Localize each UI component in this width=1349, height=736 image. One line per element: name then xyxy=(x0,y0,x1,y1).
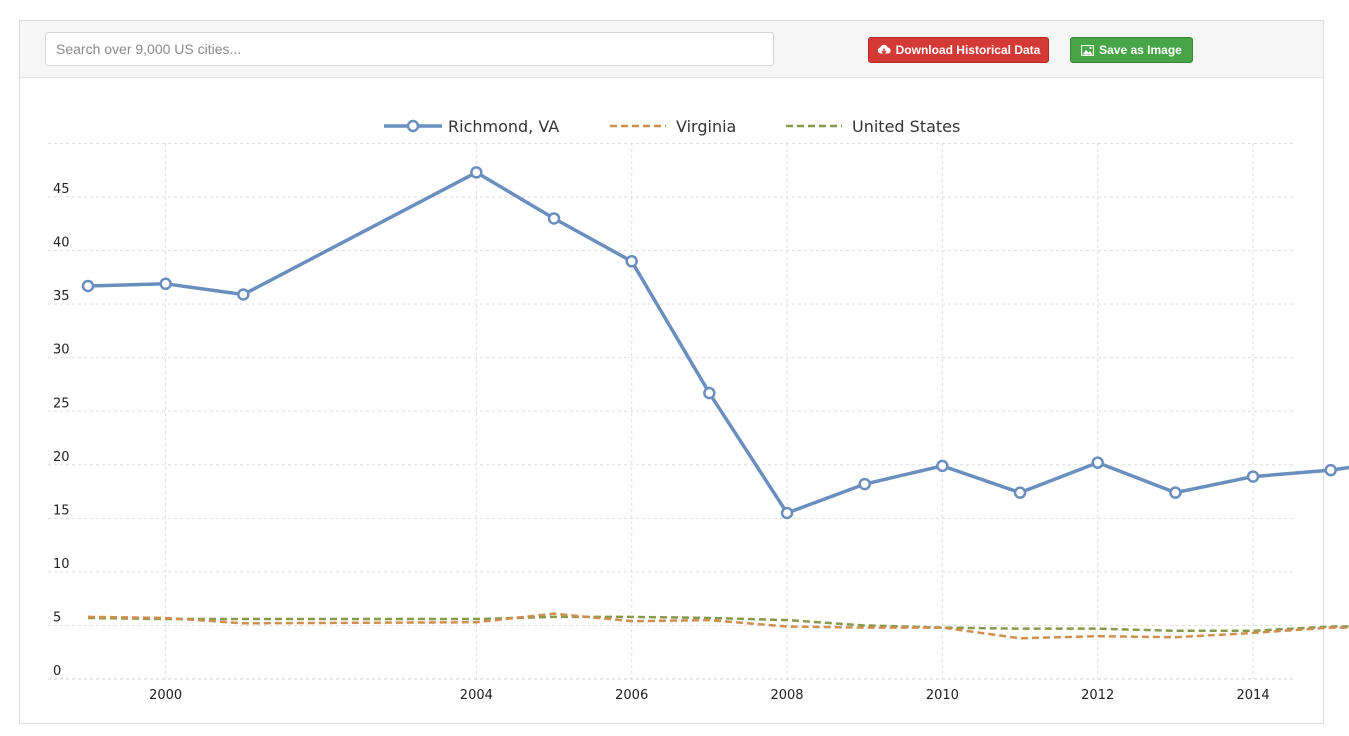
data-point xyxy=(780,506,794,520)
data-point xyxy=(936,459,949,473)
y-tick-label: 0 xyxy=(53,664,61,679)
save-button-label: Save as Image xyxy=(1099,43,1182,57)
legend-label: Virginia xyxy=(676,117,736,136)
y-tick-label: 30 xyxy=(53,343,70,358)
data-point xyxy=(703,386,716,400)
x-tick-label: 2006 xyxy=(615,688,648,703)
y-tick-label: 40 xyxy=(53,236,70,251)
download-button-label: Download Historical Data xyxy=(895,43,1041,57)
y-tick-label: 15 xyxy=(53,503,70,518)
data-point xyxy=(1091,456,1104,469)
chart-panel: Download Historical Data Save as Image xyxy=(19,20,1324,724)
data-point xyxy=(81,279,95,293)
data-point xyxy=(1246,470,1260,483)
data-point xyxy=(547,212,561,225)
x-tick-label: 2012 xyxy=(1081,688,1114,703)
data-point xyxy=(159,277,172,291)
image-icon xyxy=(1081,44,1095,56)
legend-marker xyxy=(406,119,420,133)
x-tick-label: 2008 xyxy=(770,688,803,703)
cloud-download-icon xyxy=(877,44,891,56)
download-historical-data-button[interactable]: Download Historical Data xyxy=(868,37,1049,63)
series-line-virginia xyxy=(87,612,1349,640)
y-tick-label: 10 xyxy=(53,557,70,572)
y-tick-label: 45 xyxy=(53,182,70,197)
x-tick-label: 2014 xyxy=(1237,688,1270,703)
data-point xyxy=(237,288,250,301)
x-tick-label: 2010 xyxy=(926,688,959,703)
data-point xyxy=(1324,463,1337,477)
search-input[interactable] xyxy=(45,32,774,66)
series-line-united-states xyxy=(87,615,1349,633)
series-line-richmond-va xyxy=(87,170,1349,515)
y-tick-label: 20 xyxy=(53,450,70,465)
data-point xyxy=(1169,486,1182,499)
y-tick-label: 35 xyxy=(53,289,70,304)
data-point xyxy=(470,166,483,179)
legend-label: United States xyxy=(852,117,960,136)
data-point xyxy=(625,255,638,268)
y-tick-label: 25 xyxy=(53,396,70,411)
toolbar: Download Historical Data Save as Image xyxy=(20,21,1323,78)
y-tick-label: 5 xyxy=(53,610,61,625)
x-tick-label: 2000 xyxy=(149,688,182,703)
save-as-image-button[interactable]: Save as Image xyxy=(1070,37,1193,63)
data-point xyxy=(1013,486,1027,499)
legend-label: Richmond, VA xyxy=(448,117,559,136)
x-tick-label: 2004 xyxy=(460,688,493,703)
data-point xyxy=(858,477,871,491)
